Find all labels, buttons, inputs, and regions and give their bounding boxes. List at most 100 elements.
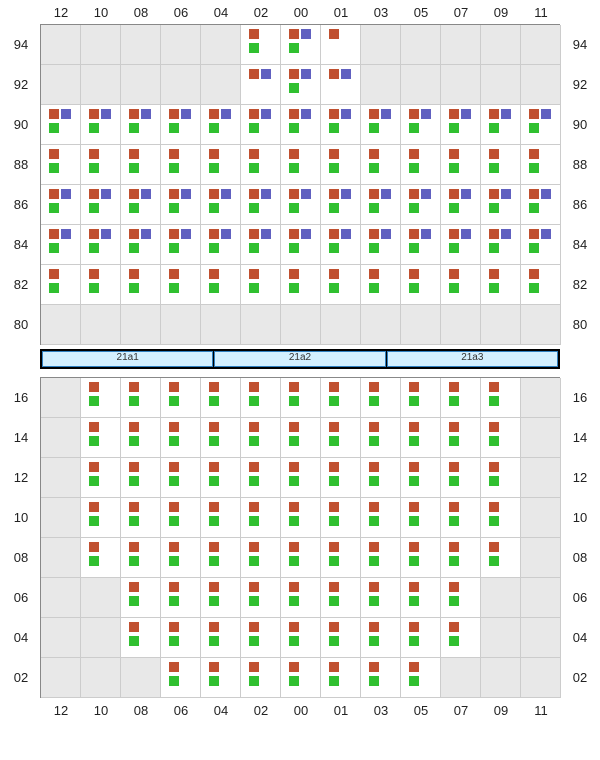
cell-90-00[interactable] <box>281 105 321 145</box>
cell-14-01[interactable] <box>321 418 361 458</box>
cell-10-05[interactable] <box>401 498 441 538</box>
cell-86-07[interactable] <box>441 185 481 225</box>
cell-90-11[interactable] <box>521 105 561 145</box>
cell-10-07[interactable] <box>441 498 481 538</box>
cell-88-08[interactable] <box>121 145 161 185</box>
cell-12-05[interactable] <box>401 458 441 498</box>
cell-04-00[interactable] <box>281 618 321 658</box>
cell-08-02[interactable] <box>241 538 281 578</box>
cell-84-02[interactable] <box>241 225 281 265</box>
cell-16-03[interactable] <box>361 378 401 418</box>
cell-04-01[interactable] <box>321 618 361 658</box>
cell-84-08[interactable] <box>121 225 161 265</box>
cell-88-11[interactable] <box>521 145 561 185</box>
cell-02-01[interactable] <box>321 658 361 698</box>
cell-12-09[interactable] <box>481 458 521 498</box>
cell-14-00[interactable] <box>281 418 321 458</box>
cell-06-01[interactable] <box>321 578 361 618</box>
cell-08-01[interactable] <box>321 538 361 578</box>
cell-08-06[interactable] <box>161 538 201 578</box>
cell-04-03[interactable] <box>361 618 401 658</box>
cell-04-05[interactable] <box>401 618 441 658</box>
cell-84-10[interactable] <box>81 225 121 265</box>
cell-94-00[interactable] <box>281 25 321 65</box>
cell-04-02[interactable] <box>241 618 281 658</box>
cell-90-12[interactable] <box>41 105 81 145</box>
cell-04-08[interactable] <box>121 618 161 658</box>
cell-86-00[interactable] <box>281 185 321 225</box>
cell-86-10[interactable] <box>81 185 121 225</box>
cell-02-04[interactable] <box>201 658 241 698</box>
cell-16-02[interactable] <box>241 378 281 418</box>
cell-90-08[interactable] <box>121 105 161 145</box>
cell-88-01[interactable] <box>321 145 361 185</box>
cell-06-02[interactable] <box>241 578 281 618</box>
cell-10-06[interactable] <box>161 498 201 538</box>
cell-84-03[interactable] <box>361 225 401 265</box>
cell-84-05[interactable] <box>401 225 441 265</box>
cell-14-02[interactable] <box>241 418 281 458</box>
cell-16-10[interactable] <box>81 378 121 418</box>
cell-82-11[interactable] <box>521 265 561 305</box>
cell-84-00[interactable] <box>281 225 321 265</box>
cell-86-03[interactable] <box>361 185 401 225</box>
cell-10-01[interactable] <box>321 498 361 538</box>
cell-02-03[interactable] <box>361 658 401 698</box>
cell-04-06[interactable] <box>161 618 201 658</box>
cell-08-08[interactable] <box>121 538 161 578</box>
cell-14-05[interactable] <box>401 418 441 458</box>
cell-04-07[interactable] <box>441 618 481 658</box>
cell-06-08[interactable] <box>121 578 161 618</box>
cell-88-06[interactable] <box>161 145 201 185</box>
cell-82-10[interactable] <box>81 265 121 305</box>
cell-12-10[interactable] <box>81 458 121 498</box>
cell-12-01[interactable] <box>321 458 361 498</box>
cell-94-01[interactable] <box>321 25 361 65</box>
cell-84-09[interactable] <box>481 225 521 265</box>
cell-10-10[interactable] <box>81 498 121 538</box>
cell-14-03[interactable] <box>361 418 401 458</box>
cell-84-04[interactable] <box>201 225 241 265</box>
cell-86-12[interactable] <box>41 185 81 225</box>
cell-10-04[interactable] <box>201 498 241 538</box>
cell-14-09[interactable] <box>481 418 521 458</box>
cell-06-07[interactable] <box>441 578 481 618</box>
cell-16-08[interactable] <box>121 378 161 418</box>
cell-82-12[interactable] <box>41 265 81 305</box>
cell-88-05[interactable] <box>401 145 441 185</box>
cell-16-05[interactable] <box>401 378 441 418</box>
cell-10-02[interactable] <box>241 498 281 538</box>
cell-02-02[interactable] <box>241 658 281 698</box>
cell-12-04[interactable] <box>201 458 241 498</box>
cell-08-09[interactable] <box>481 538 521 578</box>
cell-82-02[interactable] <box>241 265 281 305</box>
cell-14-10[interactable] <box>81 418 121 458</box>
cell-82-03[interactable] <box>361 265 401 305</box>
cell-90-04[interactable] <box>201 105 241 145</box>
cell-90-07[interactable] <box>441 105 481 145</box>
cell-14-07[interactable] <box>441 418 481 458</box>
cell-16-09[interactable] <box>481 378 521 418</box>
cell-84-11[interactable] <box>521 225 561 265</box>
cell-86-09[interactable] <box>481 185 521 225</box>
cell-02-00[interactable] <box>281 658 321 698</box>
cell-82-06[interactable] <box>161 265 201 305</box>
cell-10-03[interactable] <box>361 498 401 538</box>
cell-12-03[interactable] <box>361 458 401 498</box>
cell-02-05[interactable] <box>401 658 441 698</box>
cell-82-01[interactable] <box>321 265 361 305</box>
cell-90-10[interactable] <box>81 105 121 145</box>
cell-92-02[interactable] <box>241 65 281 105</box>
cell-88-10[interactable] <box>81 145 121 185</box>
cell-82-00[interactable] <box>281 265 321 305</box>
cell-88-12[interactable] <box>41 145 81 185</box>
cell-82-05[interactable] <box>401 265 441 305</box>
cell-82-08[interactable] <box>121 265 161 305</box>
cell-16-00[interactable] <box>281 378 321 418</box>
cell-16-07[interactable] <box>441 378 481 418</box>
cell-84-06[interactable] <box>161 225 201 265</box>
cell-16-06[interactable] <box>161 378 201 418</box>
cell-82-09[interactable] <box>481 265 521 305</box>
cell-86-05[interactable] <box>401 185 441 225</box>
cell-90-03[interactable] <box>361 105 401 145</box>
